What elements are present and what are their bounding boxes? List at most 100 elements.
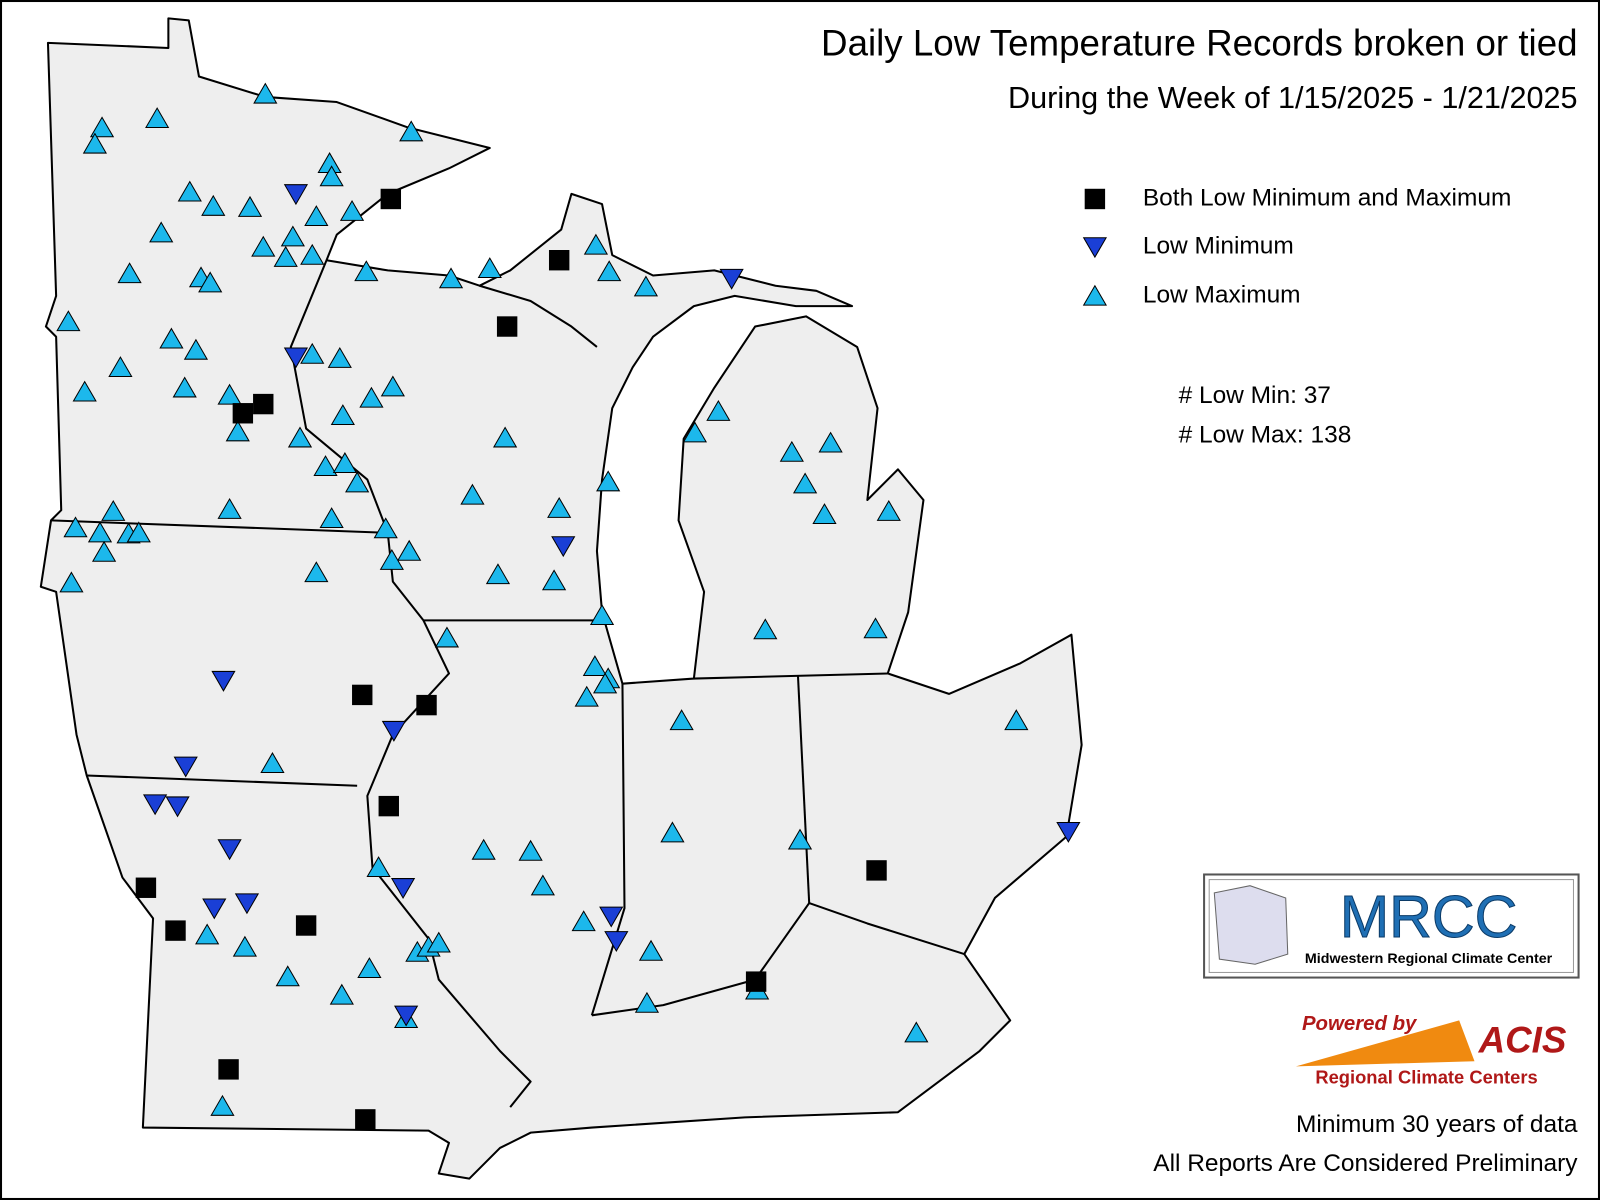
low-max-marker	[366, 856, 391, 878]
footer-note: All Reports Are Considered Preliminary	[1153, 1150, 1578, 1177]
low-max-marker	[304, 561, 329, 583]
low-min-marker	[173, 756, 198, 778]
low-max-marker	[280, 225, 305, 247]
low-max-marker	[592, 672, 618, 694]
low-min-marker	[719, 268, 744, 290]
low-max-marker	[583, 233, 609, 255]
low-max-marker	[332, 452, 358, 473]
legend-label: Both Low Minimum and Maximum	[1143, 184, 1512, 211]
low-max-marker	[471, 838, 496, 860]
low-max-marker	[397, 539, 422, 561]
legend-square	[1084, 188, 1106, 210]
low-min-marker	[234, 893, 260, 915]
low-max-marker	[327, 346, 352, 368]
low-max-marker	[319, 165, 344, 187]
low-max-marker	[589, 604, 615, 625]
region-outline	[39, 17, 1083, 1180]
legend-label: Low Minimum	[1143, 232, 1294, 259]
low-min-marker	[381, 720, 406, 742]
low-min-marker	[394, 1005, 419, 1027]
count-low-max: # Low Max: 138	[1179, 422, 1352, 449]
low-min-marker	[283, 184, 309, 206]
both-marker	[378, 795, 399, 817]
low-max-marker	[876, 500, 901, 521]
low-max-marker	[541, 569, 567, 591]
powered-by: Powered by	[1302, 1013, 1418, 1035]
acis-name: Regional Climate Centers	[1315, 1066, 1537, 1087]
low-max-marker	[89, 116, 115, 138]
low-max-marker	[345, 471, 370, 493]
footer-note: Minimum 30 years of data	[1296, 1111, 1578, 1138]
low-max-marker	[787, 828, 813, 850]
low-max-marker	[59, 571, 84, 593]
low-max-marker	[329, 983, 354, 1005]
both-marker	[135, 877, 157, 898]
legend-up-triangle	[1082, 284, 1108, 306]
mrcc-logo: MRCC Midwestern Regional Climate Center	[1203, 873, 1580, 979]
low-max-marker	[72, 380, 97, 402]
low-max-marker	[232, 935, 258, 957]
low-max-marker	[753, 618, 778, 640]
count-value: 138	[1311, 422, 1352, 449]
low-min-marker	[390, 878, 416, 899]
low-max-marker	[357, 957, 382, 979]
low-min-marker	[142, 794, 168, 816]
low-max-marker	[159, 327, 184, 349]
mrcc-name: Midwestern Regional Climate Center	[1305, 951, 1553, 967]
low-max-marker	[339, 200, 365, 221]
low-max-marker	[201, 194, 226, 216]
low-max-marker	[195, 923, 220, 945]
low-max-marker	[217, 497, 242, 519]
mrcc-text: MRCC	[1340, 883, 1518, 950]
low-max-marker	[149, 221, 174, 243]
low-max-marker	[101, 500, 126, 521]
low-max-marker	[108, 356, 133, 378]
low-max-marker	[426, 931, 451, 953]
low-max-marker	[1004, 709, 1029, 731]
low-max-marker	[574, 685, 599, 707]
both-marker	[496, 316, 518, 337]
low-min-marker	[599, 906, 624, 928]
low-max-marker	[237, 195, 263, 217]
low-max-marker	[117, 262, 142, 284]
both-marker	[295, 915, 317, 936]
both-marker	[745, 971, 767, 992]
low-max-marker	[300, 243, 325, 265]
low-max-marker	[434, 626, 460, 648]
station-markers	[56, 82, 1081, 1130]
both-marker	[352, 684, 373, 706]
low-max-marker	[438, 267, 464, 289]
low-max-marker	[260, 752, 285, 773]
low-max-marker	[354, 260, 379, 282]
low-min-marker	[202, 898, 227, 920]
low-max-marker	[198, 271, 223, 293]
low-max-marker	[330, 404, 355, 425]
low-min-marker	[211, 670, 236, 692]
low-max-marker	[863, 617, 888, 639]
low-max-marker	[460, 483, 485, 505]
low-max-marker	[477, 257, 502, 279]
low-max-marker	[172, 376, 197, 398]
both-marker	[232, 403, 254, 424]
low-max-marker	[518, 839, 543, 861]
low-max-marker	[596, 470, 621, 492]
low-max-marker	[304, 205, 329, 227]
low-min-marker	[551, 536, 576, 558]
low-max-marker	[638, 939, 664, 961]
low-max-marker	[399, 120, 424, 142]
both-marker	[866, 860, 887, 881]
low-max-marker	[492, 426, 518, 448]
both-marker	[253, 393, 274, 415]
low-max-marker	[682, 421, 708, 443]
low-max-marker	[904, 1021, 929, 1043]
low-max-marker	[217, 383, 242, 405]
low-max-marker	[792, 472, 818, 494]
both-marker	[380, 188, 402, 210]
low-max-marker	[253, 82, 278, 104]
low-max-marker	[177, 180, 202, 202]
low-max-marker	[485, 563, 511, 585]
low-max-marker	[82, 132, 108, 154]
low-min-marker	[217, 839, 242, 861]
